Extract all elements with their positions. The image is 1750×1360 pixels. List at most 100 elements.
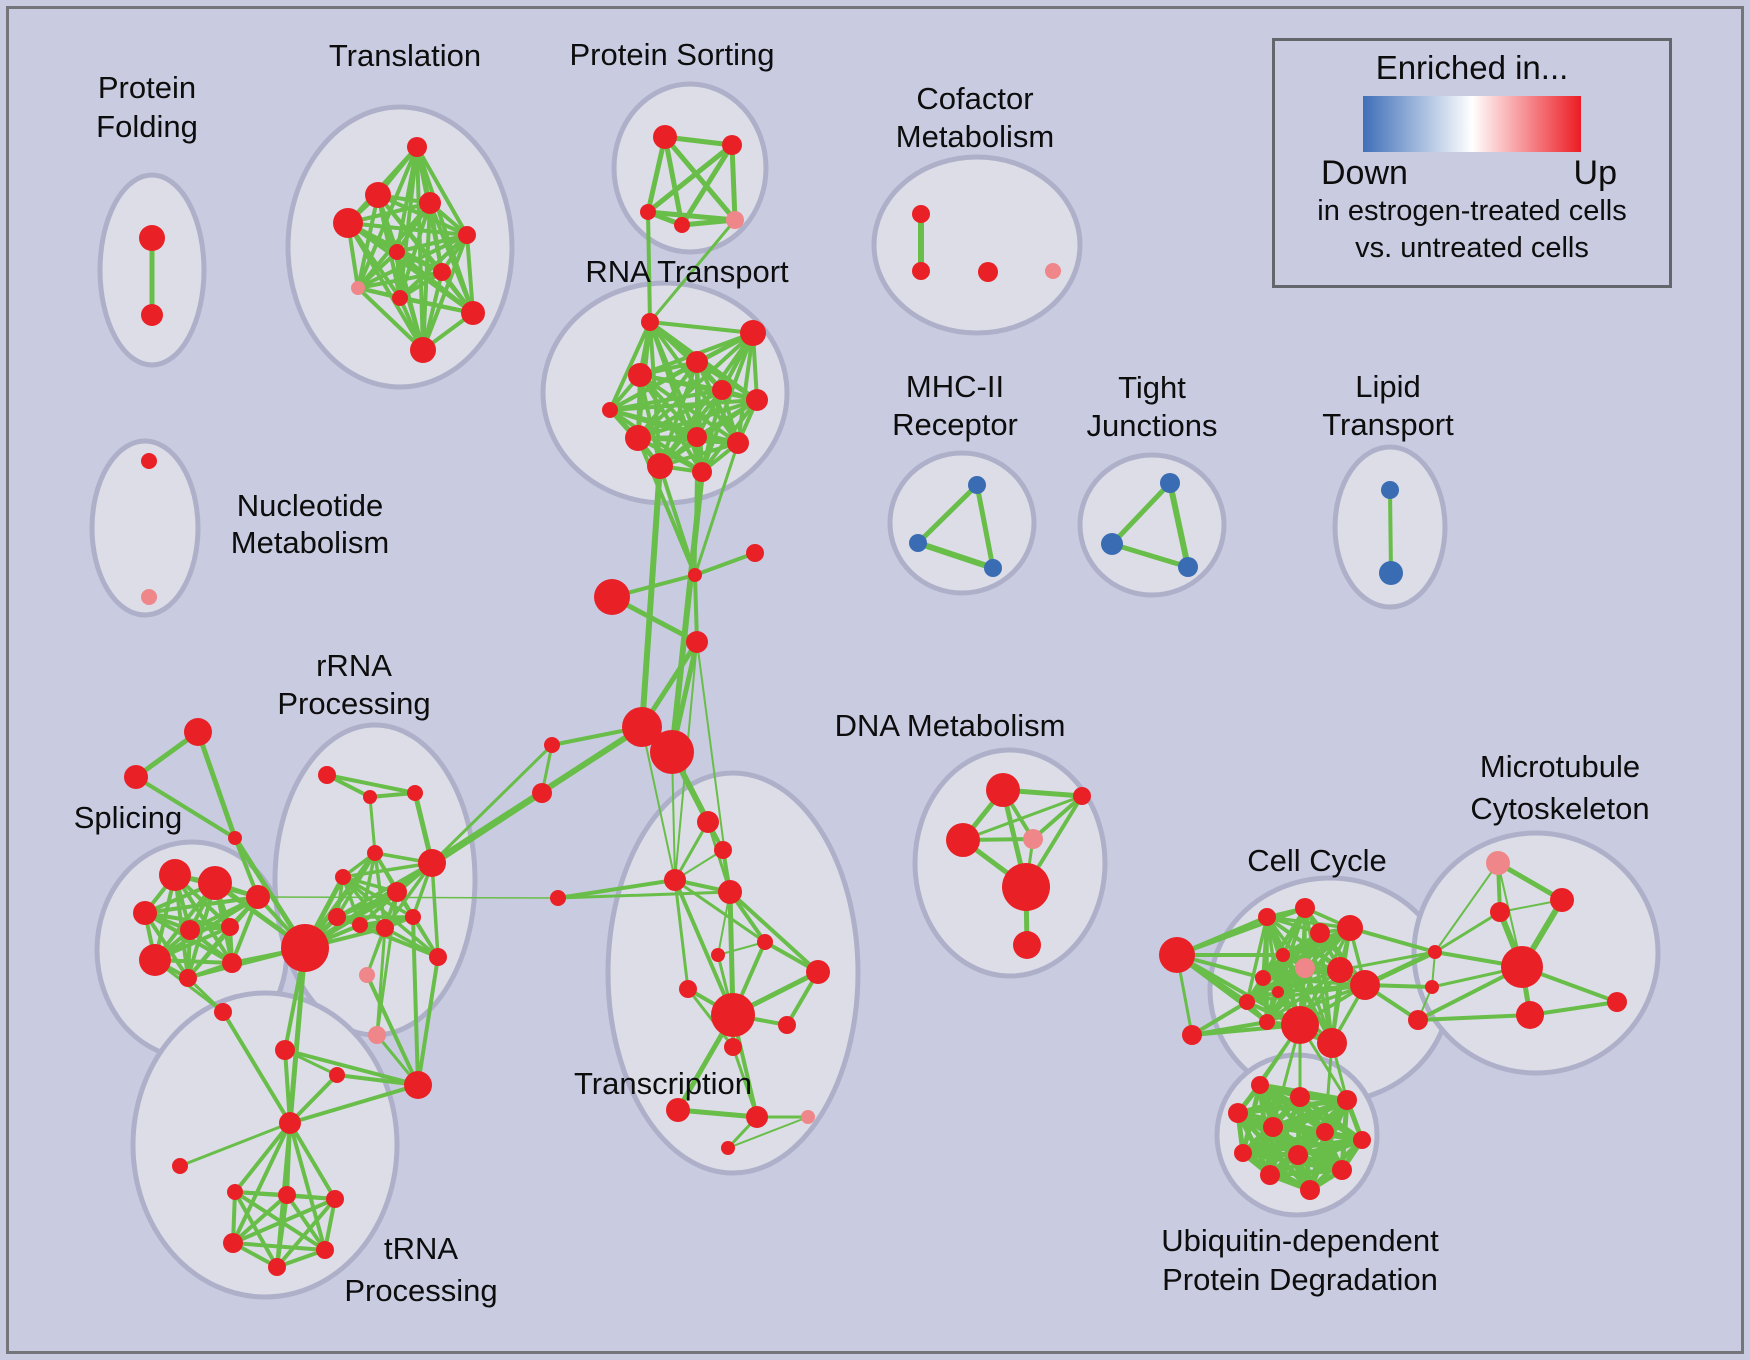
splicing-geneset-node — [139, 944, 171, 976]
transcription-edge — [673, 878, 735, 1017]
rrna-geneset-node — [359, 967, 375, 983]
micro-edge — [1433, 910, 1502, 954]
sorting-geneset-node — [653, 125, 677, 149]
cellcycle-geneset-node — [1350, 970, 1380, 1000]
micro-edge — [1434, 862, 1499, 953]
spine-edge — [693, 551, 757, 577]
transcription-geneset-node — [718, 880, 742, 904]
transcription-geneset-node — [714, 841, 732, 859]
translation-edge — [465, 233, 475, 315]
spine-edge — [693, 573, 699, 644]
rna-cluster-label: RNA Transport — [585, 254, 789, 289]
sorting-geneset-node — [640, 204, 656, 220]
rna-geneset-node — [692, 462, 712, 482]
rrna-geneset-node — [275, 1040, 295, 1060]
trna-edge — [288, 1121, 327, 1252]
translation-edge — [356, 250, 399, 290]
trna-cluster-label: Processing — [344, 1273, 497, 1308]
trna-edge — [231, 1121, 292, 1245]
trna-geneset-node — [316, 1241, 334, 1259]
translation-geneset-node — [351, 281, 365, 295]
ubi-cluster-label: Ubiquitin-dependent — [1161, 1223, 1439, 1258]
spine-geneset-node — [550, 890, 566, 906]
inter-cluster-edge — [288, 1083, 420, 1125]
folding-geneset-node — [139, 225, 165, 251]
ubi-geneset-node — [1332, 1160, 1352, 1180]
splicing-edge — [186, 925, 232, 980]
trna-edge — [288, 1121, 337, 1201]
translation-geneset-node — [461, 301, 485, 325]
cellcycle-geneset-node — [1272, 986, 1284, 998]
trna-edge — [231, 1197, 337, 1245]
micro-edge — [1416, 1013, 1532, 1022]
rna-edge — [636, 388, 724, 440]
splicing-geneset-node — [179, 969, 197, 987]
transcription-edge — [728, 890, 820, 974]
mhc-cluster-label: MHC-II — [906, 369, 1004, 404]
inter-cluster-edge — [1338, 950, 1437, 972]
rrna-edge — [383, 926, 440, 959]
mhc-cluster-label: Receptor — [892, 407, 1018, 442]
dna-cluster-label: DNA Metabolism — [835, 708, 1066, 743]
rna-geneset-node — [602, 402, 618, 418]
lipid-cluster-label: Lipid — [1355, 369, 1421, 404]
cellcycle-edge — [1261, 976, 1367, 987]
ubi-geneset-node — [1263, 1117, 1283, 1137]
legend-subtitle-2: vs. untreated cells — [1355, 232, 1589, 264]
rrna-geneset-node — [407, 785, 423, 801]
rna-geneset-node — [628, 363, 652, 387]
rrna-geneset-node — [429, 948, 447, 966]
transcription-geneset-node — [757, 934, 773, 950]
splicing-edge — [143, 911, 232, 929]
ubi-geneset-node — [1288, 1145, 1308, 1165]
cellcycle-geneset-node — [1239, 994, 1255, 1010]
tight-edge — [1109, 480, 1173, 547]
cofactor-geneset-node — [912, 205, 930, 223]
trna-geneset-node — [278, 1186, 296, 1204]
splicing-geneset-node — [228, 831, 242, 845]
inter-cluster-edge — [646, 210, 652, 324]
rrna-cluster-label: Processing — [277, 686, 430, 721]
inter-cluster-edge — [1348, 926, 1437, 954]
rrna-cluster-label: rRNA — [316, 648, 392, 683]
transcription-geneset-node — [746, 1106, 768, 1128]
transcription-cluster-label: Transcription — [574, 1066, 752, 1101]
rna-edge — [608, 408, 704, 474]
node-layer — [124, 125, 1627, 1276]
cofactor-cluster-ellipse — [871, 154, 1083, 336]
legend-down-label: Down — [1321, 154, 1408, 192]
splicing-geneset-node — [246, 885, 270, 909]
nucleotide-cluster-label: Nucleotide — [237, 488, 383, 523]
inter-cluster-edge — [636, 436, 697, 577]
inter-cluster-edge — [257, 896, 559, 899]
cellcycle-edge — [1245, 931, 1322, 1004]
splicing-edge — [143, 911, 190, 980]
trna-geneset-node — [223, 1233, 243, 1253]
rna-geneset-node — [746, 389, 768, 411]
translation-geneset-node — [365, 182, 391, 208]
rrna-geneset-node — [328, 908, 346, 926]
translation-geneset-node — [389, 244, 405, 260]
micro-geneset-node — [1490, 902, 1510, 922]
trna-geneset-node — [326, 1190, 344, 1208]
micro-geneset-node — [1550, 888, 1574, 912]
micro-geneset-node — [1516, 1001, 1544, 1029]
trna-edge — [233, 1121, 292, 1194]
rna-edge — [695, 360, 759, 402]
inter-cluster-edge — [641, 726, 676, 881]
translation-edge — [356, 270, 444, 290]
micro-edge — [1495, 860, 1565, 903]
transcription-geneset-node — [697, 811, 719, 833]
cofactor-geneset-node — [978, 262, 998, 282]
dna-edge — [1031, 794, 1084, 841]
micro-geneset-node — [1501, 946, 1543, 988]
trna-cluster-label: tRNA — [384, 1231, 458, 1266]
transcription-edge — [731, 1045, 759, 1119]
trna-geneset-node — [279, 1112, 301, 1134]
nucleotide-cluster-ellipse — [89, 438, 201, 618]
rrna-edge — [375, 890, 399, 1037]
ubi-geneset-node — [1316, 1123, 1334, 1141]
translation-geneset-node — [458, 226, 476, 244]
splicing-geneset-node — [222, 953, 242, 973]
